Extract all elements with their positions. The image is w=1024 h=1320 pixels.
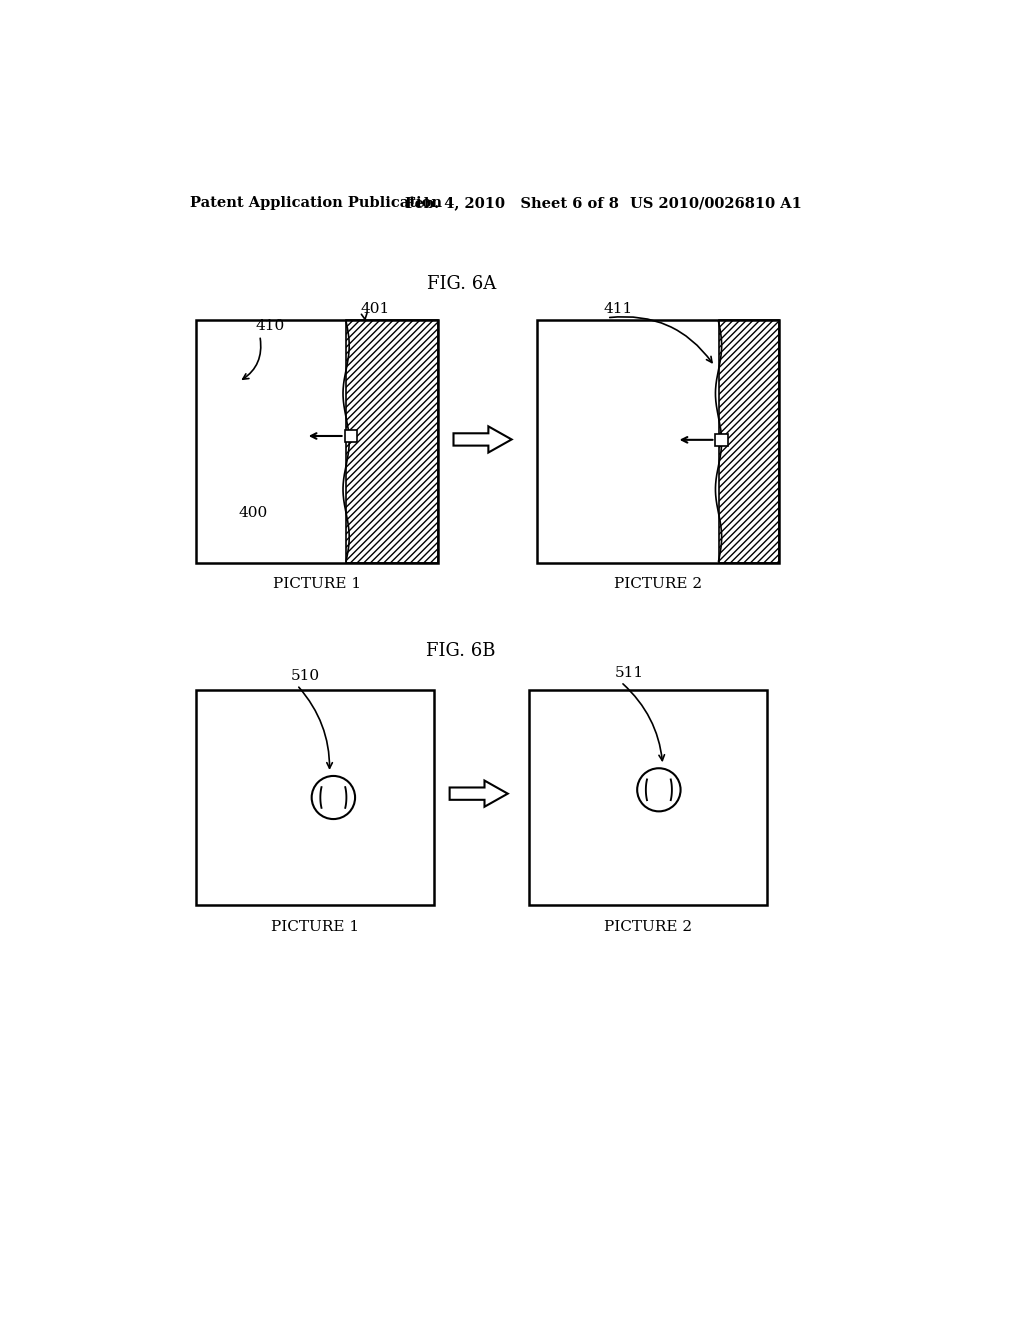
Text: US 2010/0026810 A1: US 2010/0026810 A1 bbox=[630, 197, 802, 210]
Text: PICTURE 2: PICTURE 2 bbox=[604, 920, 692, 933]
Bar bbox=[197, 689, 434, 906]
Bar bbox=[719, 321, 779, 562]
Bar bbox=[529, 689, 767, 906]
Text: PICTURE 1: PICTURE 1 bbox=[273, 577, 361, 591]
Bar bbox=[716, 434, 728, 446]
Text: 410: 410 bbox=[256, 319, 285, 333]
Polygon shape bbox=[450, 780, 508, 807]
Bar bbox=[197, 321, 438, 562]
Text: FIG. 6A: FIG. 6A bbox=[427, 275, 496, 293]
Bar bbox=[344, 430, 357, 442]
Text: PICTURE 1: PICTURE 1 bbox=[271, 920, 359, 933]
Text: PICTURE 2: PICTURE 2 bbox=[614, 577, 702, 591]
Text: 401: 401 bbox=[360, 301, 390, 315]
Text: Feb. 4, 2010   Sheet 6 of 8: Feb. 4, 2010 Sheet 6 of 8 bbox=[406, 197, 620, 210]
Bar bbox=[538, 321, 779, 562]
Polygon shape bbox=[454, 426, 512, 453]
Text: FIG. 6B: FIG. 6B bbox=[427, 643, 496, 660]
Text: 400: 400 bbox=[239, 506, 268, 520]
Text: 511: 511 bbox=[614, 665, 644, 680]
Bar bbox=[346, 321, 438, 562]
Text: Patent Application Publication: Patent Application Publication bbox=[190, 197, 442, 210]
Text: 510: 510 bbox=[291, 669, 319, 682]
Text: 411: 411 bbox=[603, 301, 633, 315]
